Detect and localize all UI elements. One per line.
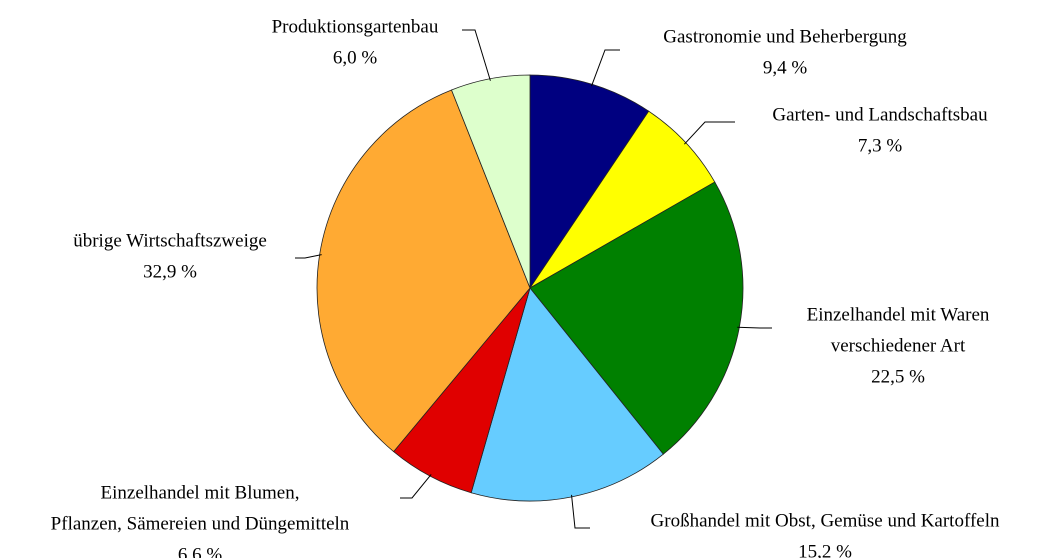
- slice-label: Garten- und Landschaftsbau: [772, 104, 988, 125]
- slice-label: Produktionsgartenbau: [272, 16, 439, 37]
- leader-line: [295, 254, 322, 259]
- leader-line: [400, 474, 432, 499]
- value-label: 7,3 %: [858, 135, 903, 156]
- leader-line: [571, 494, 590, 529]
- slice-label: Einzelhandel mit Waren: [807, 304, 990, 325]
- slice-label: Großhandel mit Obst, Gemüse und Kartoffe…: [651, 510, 1000, 531]
- slice-label: Pflanzen, Sämereien und Düngemitteln: [51, 513, 350, 534]
- value-label: 22,5 %: [871, 366, 925, 387]
- slice-label: Einzelhandel mit Blumen,: [101, 482, 300, 503]
- value-label: 6,0 %: [333, 47, 378, 68]
- value-label: 9,4 %: [763, 57, 808, 78]
- value-label: 32,9 %: [143, 261, 197, 282]
- slice-label: übrige Wirtschaftszweige: [73, 230, 267, 251]
- pie-slice: [316, 89, 531, 453]
- value-label: 6,6 %: [178, 544, 223, 558]
- leader-line: [591, 49, 620, 87]
- leader-line: [684, 121, 735, 145]
- leader-line: [462, 29, 491, 81]
- slice-label: verschiedener Art: [831, 335, 966, 356]
- slice-label: Gastronomie und Beherbergung: [663, 26, 907, 47]
- value-label: 15,2 %: [798, 541, 852, 558]
- leader-line: [737, 326, 772, 329]
